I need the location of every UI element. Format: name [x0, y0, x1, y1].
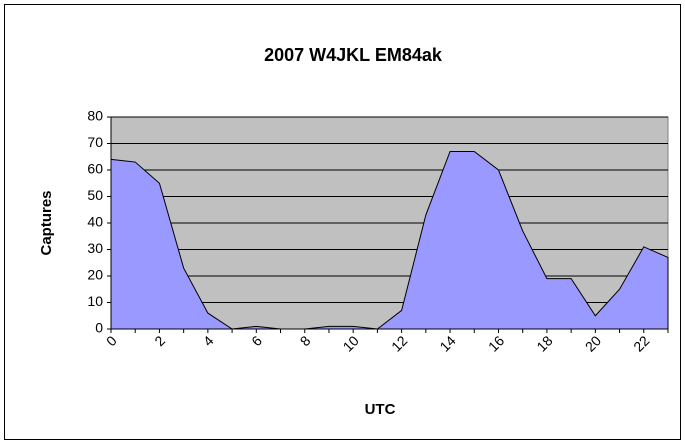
y-tick-label: 70	[87, 134, 103, 150]
chart-title: 2007 W4JKL EM84ak	[264, 45, 443, 65]
y-tick-label: 10	[87, 293, 103, 309]
y-tick-label: 0	[95, 320, 103, 336]
y-tick-label: 40	[87, 214, 103, 230]
y-tick-label: 50	[87, 187, 103, 203]
y-tick-label: 20	[87, 267, 103, 283]
y-tick-label: 60	[87, 161, 103, 177]
x-axis-title: UTC	[365, 401, 396, 418]
y-tick-label: 30	[87, 240, 103, 256]
y-axis-title: Captures	[38, 190, 55, 255]
y-tick-label: 80	[87, 108, 103, 124]
area	[110, 150, 669, 330]
